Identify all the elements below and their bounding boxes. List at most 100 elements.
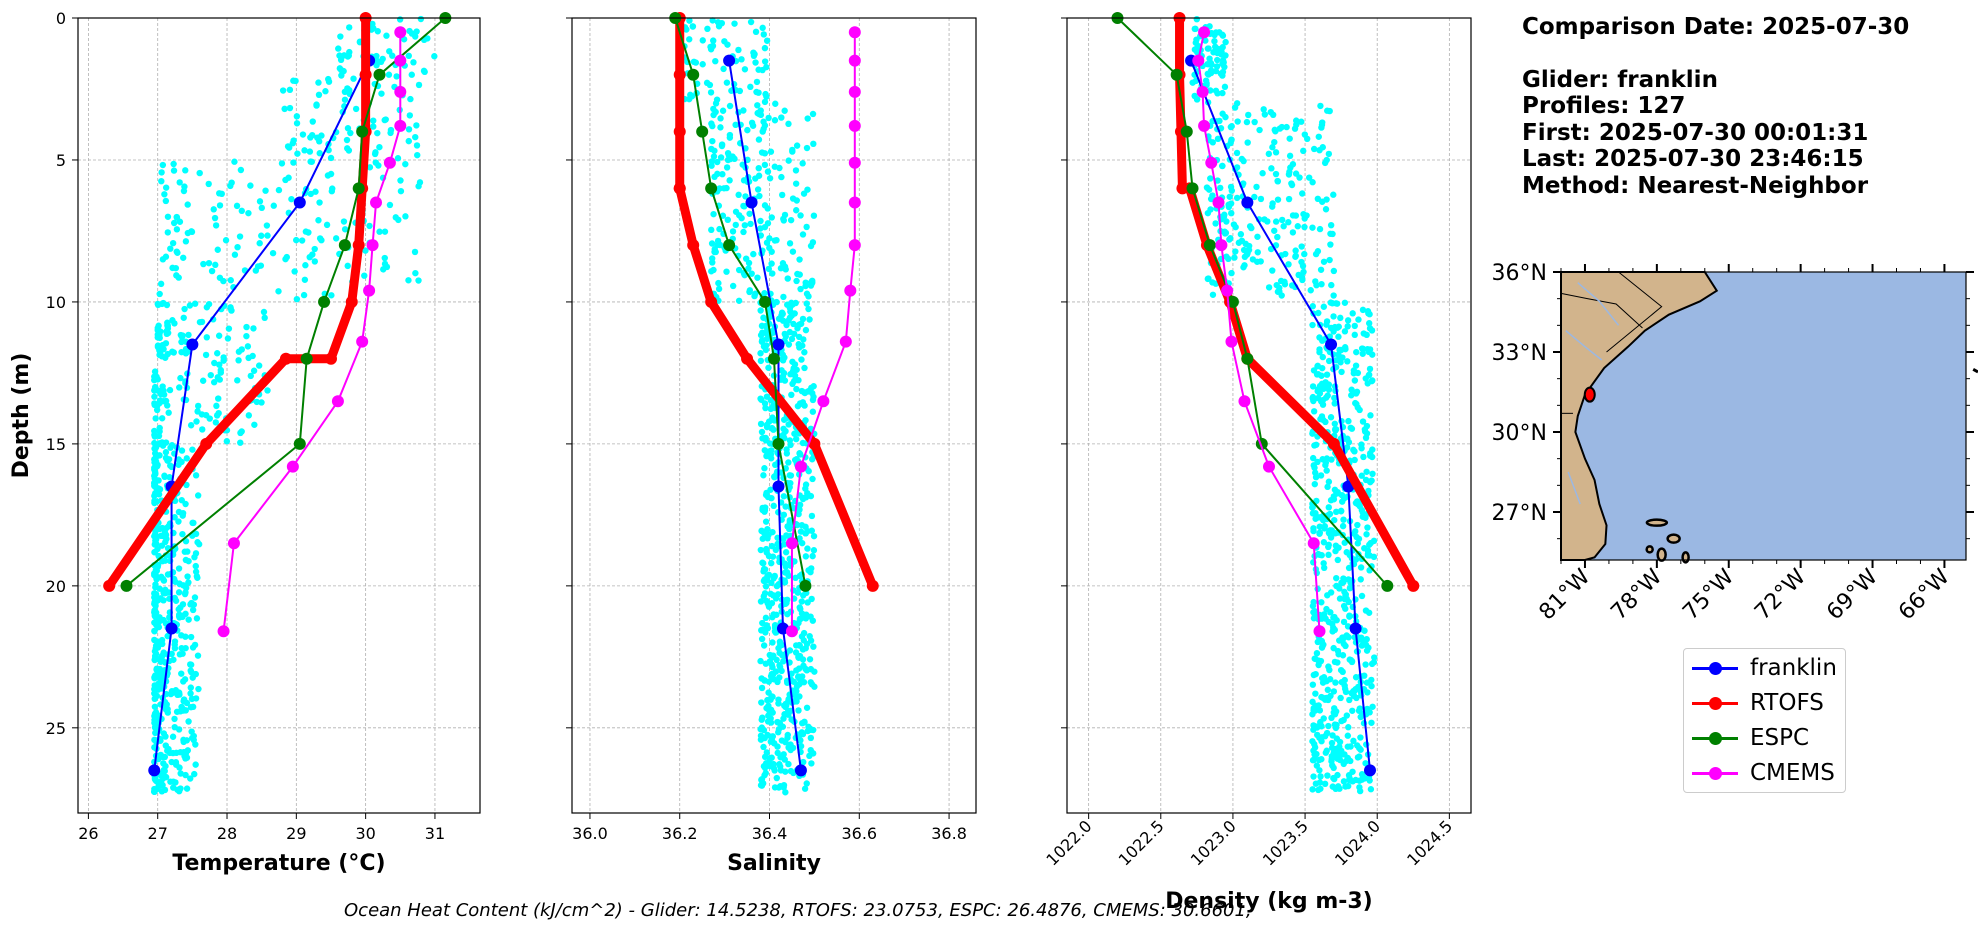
glider-scatter-point bbox=[1326, 107, 1333, 115]
glider-scatter-point bbox=[763, 335, 771, 343]
glider-scatter-point bbox=[1298, 258, 1305, 266]
glider-scatter-point bbox=[176, 580, 183, 587]
series-marker-cmems bbox=[383, 156, 396, 169]
glider-scatter-point bbox=[1245, 246, 1253, 254]
glider-scatter-point bbox=[1228, 187, 1236, 194]
glider-scatter-point bbox=[1361, 627, 1368, 634]
glider-scatter-point bbox=[235, 357, 242, 364]
map-island bbox=[1645, 518, 1669, 527]
map-lon-label: 75°W bbox=[1678, 564, 1739, 625]
glider-scatter-point bbox=[1340, 495, 1348, 502]
glider-scatter-point bbox=[692, 59, 700, 66]
glider-scatter-point bbox=[792, 167, 800, 174]
glider-scatter-point bbox=[795, 673, 802, 680]
glider-scatter-point bbox=[756, 110, 763, 118]
glider-scatter-point bbox=[769, 329, 777, 336]
glider-scatter-point bbox=[759, 619, 766, 627]
glider-scatter-point bbox=[270, 202, 277, 209]
glider-scatter-point bbox=[1271, 126, 1278, 134]
glider-scatter-point bbox=[775, 719, 782, 726]
glider-scatter-point bbox=[1360, 330, 1367, 337]
glider-scatter-point bbox=[236, 233, 244, 240]
glider-scatter-point bbox=[196, 318, 204, 326]
glider-scatter-point bbox=[740, 107, 747, 114]
series-marker-rtofs bbox=[200, 437, 213, 450]
glider-scatter-point bbox=[340, 218, 348, 225]
glider-scatter-point bbox=[412, 33, 419, 40]
glider-scatter-point bbox=[712, 108, 719, 116]
glider-scatter-point bbox=[381, 116, 388, 124]
glider-scatter-point bbox=[780, 715, 787, 722]
glider-scatter-point bbox=[189, 606, 197, 614]
glider-scatter-point bbox=[706, 81, 714, 89]
glider-scatter-point bbox=[190, 736, 197, 744]
glider-scatter-point bbox=[1316, 551, 1323, 558]
glider-scatter-point bbox=[191, 770, 198, 778]
glider-scatter-point bbox=[768, 653, 776, 661]
glider-scatter-point bbox=[1364, 689, 1371, 696]
glider-scatter-point bbox=[1312, 509, 1319, 517]
glider-scatter-point bbox=[1291, 125, 1299, 132]
glider-scatter-point bbox=[1232, 248, 1239, 255]
glider-scatter-point bbox=[1223, 218, 1230, 225]
glider-scatter-point bbox=[755, 136, 763, 143]
glider-scatter-point bbox=[189, 446, 196, 453]
glider-scatter-point bbox=[420, 67, 428, 75]
glider-scatter-point bbox=[776, 674, 783, 681]
series-marker-cmems bbox=[839, 335, 852, 348]
glider-scatter-point bbox=[238, 428, 245, 435]
glider-scatter-point bbox=[1219, 162, 1226, 170]
glider-scatter-point bbox=[222, 237, 230, 244]
glider-scatter-point bbox=[1220, 59, 1227, 66]
glider-scatter-point bbox=[1361, 545, 1368, 552]
glider-scatter-point bbox=[300, 291, 308, 299]
glider-scatter-point bbox=[275, 186, 283, 194]
glider-scatter-point bbox=[724, 149, 732, 157]
glider-scatter-point bbox=[1362, 760, 1369, 767]
glider-scatter-point bbox=[1342, 605, 1349, 612]
glider-scatter-point bbox=[306, 148, 314, 155]
glider-scatter-point bbox=[162, 184, 170, 191]
glider-scatter-point bbox=[1231, 104, 1239, 111]
glider-scatter-point bbox=[810, 393, 817, 401]
glider-scatter-point bbox=[1233, 149, 1241, 157]
glider-scatter-point bbox=[180, 254, 187, 261]
glider-scatter-point bbox=[757, 420, 765, 428]
glider-scatter-point bbox=[785, 341, 793, 348]
glider-scatter-point bbox=[293, 236, 300, 244]
glider-scatter-point bbox=[1219, 32, 1227, 39]
series-marker-franklin bbox=[165, 622, 178, 635]
glider-scatter-point bbox=[768, 424, 776, 432]
glider-scatter-point bbox=[781, 579, 789, 586]
glider-scatter-point bbox=[1356, 784, 1363, 791]
glider-scatter-point bbox=[1330, 624, 1337, 631]
glider-scatter-point bbox=[1369, 470, 1376, 478]
series-marker-espc bbox=[1241, 352, 1254, 365]
glider-scatter-point bbox=[263, 222, 271, 229]
glider-scatter-point bbox=[387, 126, 395, 134]
map-river bbox=[1567, 471, 1581, 505]
glider-scatter-point bbox=[764, 696, 771, 704]
glider-scatter-point bbox=[752, 59, 759, 66]
glider-scatter-point bbox=[1316, 225, 1324, 233]
series-marker-franklin bbox=[1364, 764, 1376, 777]
glider-scatter-point bbox=[220, 357, 227, 364]
glider-scatter-point bbox=[803, 290, 811, 297]
glider-scatter-point bbox=[1327, 609, 1334, 616]
glider-scatter-point bbox=[760, 642, 768, 649]
glider-scatter-point bbox=[168, 650, 175, 658]
glider-scatter-point bbox=[808, 527, 816, 534]
series-marker-franklin bbox=[293, 196, 306, 209]
glider-scatter-point bbox=[1317, 773, 1324, 780]
glider-scatter-point bbox=[327, 170, 335, 178]
glider-scatter-point bbox=[1273, 281, 1280, 289]
glider-scatter-point bbox=[1265, 284, 1273, 291]
glider-scatter-point bbox=[183, 481, 190, 489]
glider-scatter-point bbox=[194, 574, 201, 581]
glider-scatter-point bbox=[162, 397, 170, 405]
glider-scatter-point bbox=[709, 122, 716, 130]
x-tick-label: 36.4 bbox=[752, 824, 788, 843]
glider-scatter-point bbox=[1338, 678, 1345, 686]
glider-scatter-point bbox=[808, 278, 815, 285]
glider-scatter-point bbox=[176, 787, 183, 795]
